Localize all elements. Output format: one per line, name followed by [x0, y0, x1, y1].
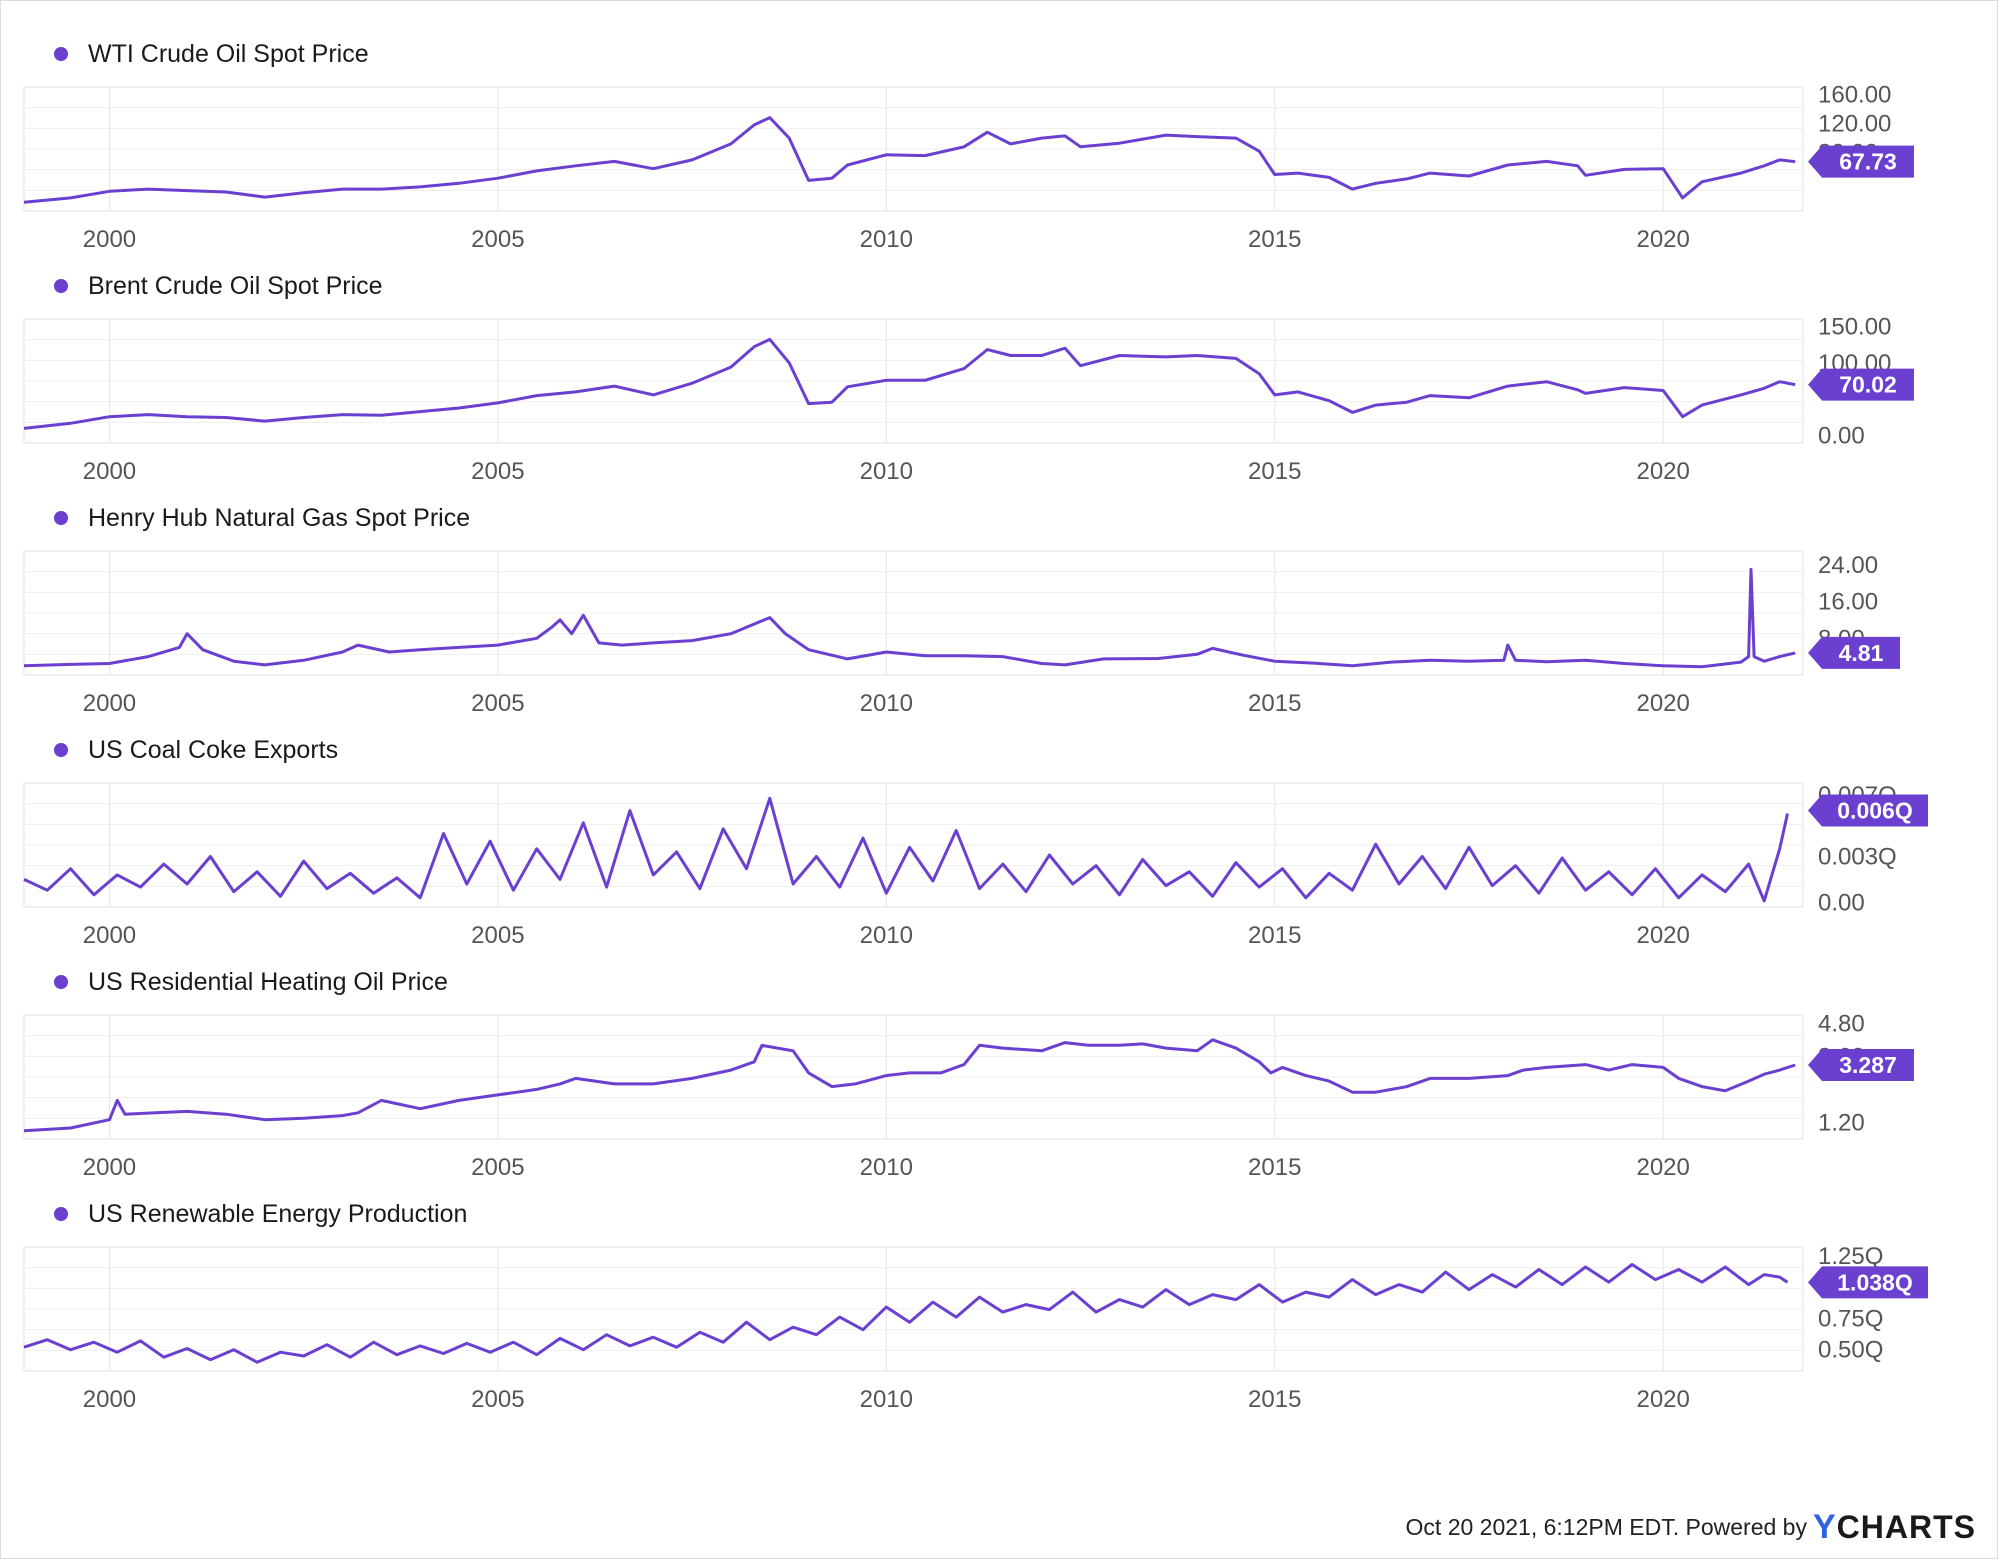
- footer-timestamp: Oct 20 2021, 6:12PM EDT.: [1405, 1513, 1680, 1540]
- footer: Oct 20 2021, 6:12PM EDT. Powered by Y CH…: [1406, 1507, 1976, 1547]
- last-value-label: 70.02: [1839, 372, 1897, 398]
- series-line: [23, 796, 1789, 903]
- y-tick-label: 0.00: [1818, 423, 1865, 450]
- x-tick-label: 2010: [860, 458, 913, 485]
- chart-panel-3: US Coal Coke Exports 2000 2005 2010 2015 2020…: [23, 736, 1928, 949]
- x-tick-label: 2010: [860, 922, 913, 949]
- x-tick-label: 2010: [860, 690, 913, 717]
- x-tick-label: 2000: [83, 1154, 136, 1181]
- x-tick-label: 2015: [1248, 226, 1301, 253]
- x-tick-label: 2010: [860, 226, 913, 253]
- x-tick-label: 2010: [860, 1386, 913, 1413]
- series-line: [23, 337, 1796, 430]
- series-line: [23, 1263, 1789, 1364]
- x-tick-label: 2020: [1636, 1154, 1689, 1181]
- x-tick-label: 2015: [1248, 458, 1301, 485]
- x-tick-label: 2020: [1636, 1386, 1689, 1413]
- last-value-badge: [1808, 145, 1914, 178]
- last-value-label: 3.287: [1839, 1052, 1897, 1078]
- legend-marker: [54, 279, 68, 293]
- y-tick-label: 0.003Q: [1818, 843, 1897, 870]
- chart-panel-4: US Residential Heating Oil Price 2000 2005…: [23, 968, 1914, 1181]
- x-tick-label: 2005: [471, 458, 524, 485]
- chart-title: Brent Crude Oil Spot Price: [88, 272, 383, 300]
- y-tick-label: 1.25Q: [1818, 1243, 1883, 1270]
- chart-panel-1: Brent Crude Oil Spot Price 2000 2005 2010 20…: [23, 272, 1914, 485]
- y-tick-label: 150.00: [1818, 313, 1891, 340]
- y-tick-label: 0.75Q: [1818, 1305, 1883, 1332]
- x-tick-label: 2000: [83, 226, 136, 253]
- x-tick-label: 2005: [471, 226, 524, 253]
- x-tick-label: 2000: [83, 1386, 136, 1413]
- series-line: [23, 116, 1796, 204]
- y-tick-label: 24.00: [1818, 552, 1878, 579]
- x-tick-label: 2000: [83, 922, 136, 949]
- y-tick-label: 120.00: [1818, 110, 1891, 137]
- x-tick-label: 2015: [1248, 1386, 1301, 1413]
- footer-powered-by: Powered by: [1685, 1513, 1807, 1540]
- last-value-label: 1.038Q: [1837, 1269, 1912, 1295]
- last-value-badge: [1808, 794, 1928, 827]
- last-value-badge: [1808, 1266, 1928, 1299]
- y-tick-label: 4.80: [1818, 1010, 1865, 1037]
- legend-marker: [54, 1207, 68, 1221]
- footer-text: Oct 20 2021, 6:12PM EDT. Powered by: [1406, 1514, 1807, 1541]
- last-value-badge: [1808, 636, 1900, 669]
- y-tick-label: 0.50Q: [1818, 1337, 1883, 1364]
- ycharts-logo-y: Y: [1812, 1507, 1837, 1546]
- x-tick-label: 2000: [83, 458, 136, 485]
- last-value-label: 4.81: [1839, 640, 1884, 666]
- legend-marker: [54, 511, 68, 525]
- x-tick-label: 2020: [1636, 922, 1689, 949]
- x-tick-label: 2015: [1248, 690, 1301, 717]
- x-tick-label: 2015: [1248, 1154, 1301, 1181]
- last-value-badge: [1808, 1048, 1914, 1081]
- x-tick-label: 2005: [471, 1154, 524, 1181]
- chart-title: US Coal Coke Exports: [88, 736, 338, 764]
- x-tick-label: 2020: [1636, 458, 1689, 485]
- ycharts-logo[interactable]: Y CHARTS: [1813, 1508, 1976, 1547]
- legend-marker: [54, 975, 68, 989]
- chart-title: WTI Crude Oil Spot Price: [88, 40, 369, 68]
- chart-title: US Renewable Energy Production: [88, 1200, 467, 1228]
- legend-marker: [54, 47, 68, 61]
- x-tick-label: 2005: [471, 922, 524, 949]
- x-tick-label: 2005: [471, 690, 524, 717]
- chart-title: US Residential Heating Oil Price: [88, 968, 448, 996]
- chart-panel-0: WTI Crude Oil Spot Price 2000 2005 2010 2015…: [23, 40, 1914, 253]
- y-tick-label: 160.00: [1818, 81, 1891, 108]
- x-tick-label: 2005: [471, 1386, 524, 1413]
- chart-title: Henry Hub Natural Gas Spot Price: [88, 504, 470, 532]
- x-tick-label: 2020: [1636, 690, 1689, 717]
- last-value-badge: [1808, 368, 1914, 401]
- series-line: [23, 1038, 1796, 1133]
- x-tick-label: 2010: [860, 1154, 913, 1181]
- chart-panel-2: Henry Hub Natural Gas Spot Price 2000 2005…: [23, 504, 1900, 717]
- ycharts-logo-text: CHARTS: [1836, 1508, 1976, 1545]
- last-value-label: 67.73: [1839, 149, 1897, 175]
- x-tick-label: 2015: [1248, 922, 1301, 949]
- y-tick-label: 0.00: [1818, 889, 1865, 916]
- x-tick-label: 2000: [83, 690, 136, 717]
- y-tick-label: 1.20: [1818, 1109, 1865, 1136]
- legend-marker: [54, 743, 68, 757]
- series-line: [23, 567, 1796, 669]
- last-value-label: 0.006Q: [1837, 798, 1912, 824]
- y-tick-label: 16.00: [1818, 589, 1878, 616]
- chart-panel-5: US Renewable Energy Production 2000 2005 20…: [23, 1200, 1928, 1413]
- x-tick-label: 2020: [1636, 226, 1689, 253]
